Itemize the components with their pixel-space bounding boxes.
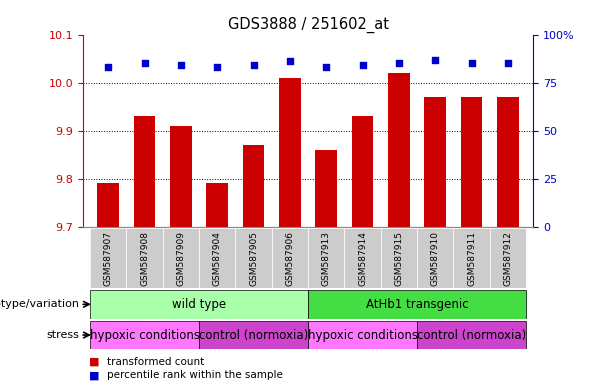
Bar [497,97,519,227]
Bar [199,228,235,288]
Text: GSM587913: GSM587913 [322,231,330,286]
Text: AtHb1 transgenic: AtHb1 transgenic [366,298,468,311]
Text: wild type: wild type [172,298,226,311]
Bar [243,145,264,227]
Text: GSM587905: GSM587905 [249,231,258,286]
Bar [126,228,162,288]
Text: GSM587915: GSM587915 [394,231,403,286]
Bar [199,321,308,349]
Bar [460,97,482,227]
Point [357,62,367,68]
Bar [279,78,301,227]
Bar [235,228,272,288]
Text: transformed count: transformed count [107,356,205,367]
Bar [381,228,417,288]
Point [466,60,476,66]
Bar [388,73,409,227]
Point [503,60,513,66]
Bar [424,97,446,227]
Text: GSM587914: GSM587914 [358,231,367,286]
Bar [345,228,381,288]
Text: ■: ■ [89,370,99,381]
Bar [162,228,199,288]
Text: GSM587912: GSM587912 [503,231,512,286]
Bar [90,290,308,319]
Point [249,62,259,68]
Bar [454,228,490,288]
Text: ■: ■ [89,356,99,367]
Point [285,58,295,65]
Bar [417,321,526,349]
Point [394,60,404,66]
Bar [272,228,308,288]
Text: GSM587911: GSM587911 [467,231,476,286]
Bar [417,228,454,288]
Text: GSM587909: GSM587909 [177,231,185,286]
Text: GSM587907: GSM587907 [104,231,113,286]
Point [430,56,440,63]
Bar [315,150,337,227]
Text: percentile rank within the sample: percentile rank within the sample [107,370,283,381]
Text: control (normoxia): control (normoxia) [199,329,308,341]
Bar [90,228,126,288]
Text: GSM587908: GSM587908 [140,231,149,286]
Bar [97,183,119,227]
Text: stress: stress [47,330,80,340]
Bar [308,321,417,349]
Text: GSM587904: GSM587904 [213,231,222,286]
Bar [170,126,192,227]
Title: GDS3888 / 251602_at: GDS3888 / 251602_at [227,17,389,33]
Bar [134,116,156,227]
Text: hypoxic conditions: hypoxic conditions [308,329,417,341]
Bar [90,321,199,349]
Point [176,62,186,68]
Bar [490,228,526,288]
Point [321,64,331,70]
Point [212,64,222,70]
Point [140,60,150,66]
Bar [207,183,228,227]
Text: control (normoxia): control (normoxia) [417,329,526,341]
Bar [308,290,526,319]
Text: GSM587910: GSM587910 [431,231,440,286]
Point [103,64,113,70]
Text: GSM587906: GSM587906 [286,231,294,286]
Bar [308,228,345,288]
Text: hypoxic conditions: hypoxic conditions [89,329,199,341]
Text: genotype/variation: genotype/variation [0,299,80,310]
Bar [352,116,373,227]
